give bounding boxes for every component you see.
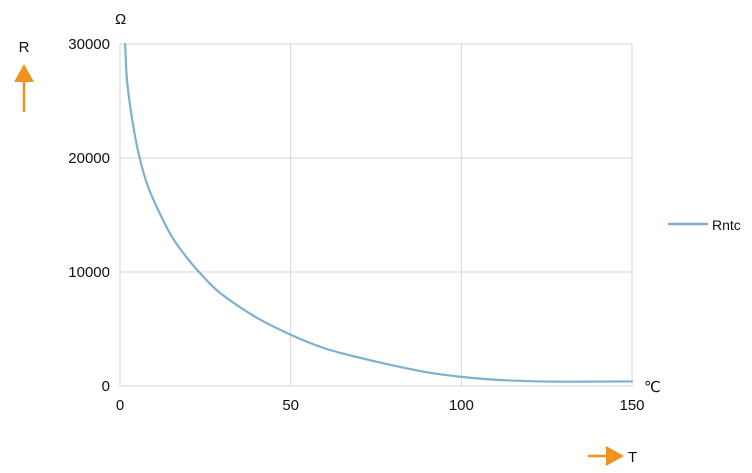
x-axis-title: T xyxy=(628,449,637,466)
plot-area-border xyxy=(119,43,633,387)
x-tick-label: 50 xyxy=(282,397,299,414)
x-axis-unit-label: ℃ xyxy=(644,379,661,396)
y-tick-label: 10000 xyxy=(68,264,110,281)
y-tick-label: 30000 xyxy=(68,36,110,53)
x-tick-label: 100 xyxy=(449,397,474,414)
legend-label-rntc: Rntc xyxy=(712,217,741,233)
grid-layer xyxy=(120,44,632,386)
y-tick-label: 20000 xyxy=(68,150,110,167)
y-axis-arrow-head xyxy=(14,64,34,82)
y-axis-title: R xyxy=(19,39,30,56)
legend: Rntc xyxy=(668,217,741,233)
series-line-rntc xyxy=(124,42,634,383)
y-axis-unit-label: Ω xyxy=(115,11,126,28)
x-tick-label: 150 xyxy=(619,397,644,414)
x-tick-label: 0 xyxy=(116,397,124,414)
series-layer xyxy=(124,42,634,383)
x-axis-arrow xyxy=(588,446,624,466)
x-axis-arrow-head xyxy=(606,446,624,466)
tick-label-layer: 0 50 100 150 0 10000 20000 30000 xyxy=(68,36,644,414)
y-tick-label: 0 xyxy=(102,378,110,395)
y-axis-arrow xyxy=(14,64,34,112)
